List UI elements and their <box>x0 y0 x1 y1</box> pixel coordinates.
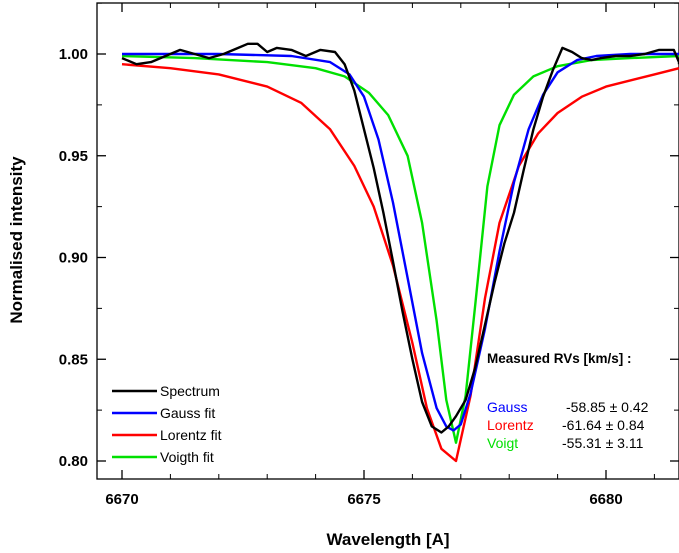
y-tick-label: 1.00 <box>59 46 88 63</box>
rv-value-voigt: -55.31 ± 3.11 <box>562 435 644 451</box>
y-axis-label: Normalised intensity <box>7 156 26 324</box>
legend-label-gauss: Gauss fit <box>160 405 215 421</box>
rv-header: Measured RVs [km/s] : <box>487 351 632 366</box>
y-tick-label: 0.80 <box>59 453 88 470</box>
plot-frame <box>96 2 679 480</box>
x-tick-label: 6670 <box>105 491 138 508</box>
series-line-lorentz-fit <box>121 63 679 463</box>
y-tick-label: 0.95 <box>59 148 88 165</box>
legend-label-voigt: Voigth fit <box>160 449 214 465</box>
y-tick-label: 0.90 <box>59 250 88 267</box>
x-axis-label: Wavelength [A] <box>326 530 449 549</box>
rv-label-gauss: Gauss <box>487 399 527 415</box>
axis-ticks: 6670 6675 6680 0.80 0.85 0.90 0.95 1.00 <box>59 2 679 508</box>
x-tick-label: 6680 <box>589 491 622 508</box>
x-tick-label: 6675 <box>347 491 380 508</box>
legend: Spectrum Gauss fit Lorentz fit Voigth fi… <box>112 383 222 465</box>
rv-value-gauss: -58.85 ± 0.42 <box>566 399 649 415</box>
rv-annotation: Measured RVs [km/s] : Gauss -58.85 ± 0.4… <box>487 351 649 451</box>
series-line-gauss-fit <box>122 52 679 432</box>
legend-label-spectrum: Spectrum <box>160 383 220 399</box>
rv-label-voigt: Voigt <box>487 435 518 451</box>
rv-value-lorentz: -61.64 ± 0.84 <box>562 417 645 433</box>
legend-label-lorentz: Lorentz fit <box>160 427 222 443</box>
series-lines <box>121 42 679 463</box>
series-line-spectrum <box>121 42 679 434</box>
y-tick-label: 0.85 <box>59 351 88 368</box>
rv-label-lorentz: Lorentz <box>487 417 534 433</box>
